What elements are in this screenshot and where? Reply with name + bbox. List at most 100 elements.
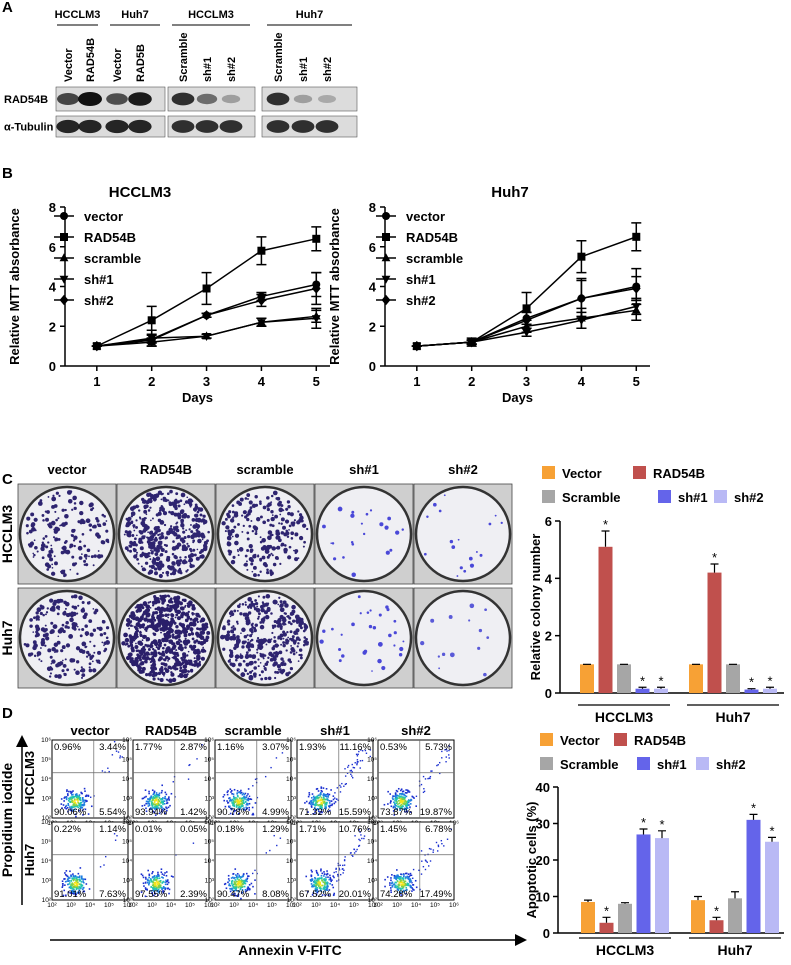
flow-event bbox=[389, 887, 392, 889]
lane-label: sh#1 bbox=[202, 57, 214, 82]
colony bbox=[231, 510, 235, 514]
colony bbox=[297, 642, 300, 645]
colony bbox=[151, 541, 156, 545]
colony bbox=[169, 489, 173, 494]
colony bbox=[393, 644, 396, 647]
colony bbox=[37, 618, 40, 621]
colony bbox=[254, 654, 256, 657]
colony bbox=[192, 524, 198, 529]
flow-event bbox=[240, 892, 243, 894]
quadrant-percent: 1.16% bbox=[217, 742, 244, 753]
flow-event bbox=[409, 806, 411, 808]
flow-event bbox=[84, 878, 87, 881]
flow-event bbox=[407, 804, 410, 806]
colony bbox=[49, 630, 54, 635]
colony bbox=[151, 613, 155, 617]
flow-event bbox=[360, 834, 362, 836]
flow-event bbox=[450, 828, 453, 830]
flow-event bbox=[144, 887, 147, 889]
colony bbox=[163, 662, 168, 667]
colony bbox=[306, 527, 309, 531]
flow-event bbox=[167, 879, 169, 881]
flow-event bbox=[429, 775, 432, 778]
colony bbox=[164, 537, 167, 540]
bar bbox=[598, 546, 613, 693]
flow-event bbox=[237, 808, 240, 811]
flow-event bbox=[160, 868, 163, 870]
flow-event bbox=[321, 884, 324, 887]
colony bbox=[159, 627, 163, 632]
flow-y-tick-label: 10³ bbox=[205, 878, 215, 885]
flow-event bbox=[403, 881, 406, 884]
flow-x-tick-label: 10⁶ bbox=[368, 902, 378, 909]
colony bbox=[193, 644, 196, 648]
flow-event bbox=[232, 872, 235, 875]
colony bbox=[165, 557, 171, 562]
colony bbox=[357, 595, 361, 599]
colony bbox=[187, 544, 190, 548]
flow-x-tick-label: 10² bbox=[292, 902, 302, 909]
colony bbox=[448, 615, 453, 619]
colony bbox=[105, 640, 110, 644]
colony bbox=[176, 609, 182, 615]
flow-event bbox=[315, 884, 317, 886]
colony bbox=[272, 490, 278, 496]
flow-event bbox=[315, 887, 317, 889]
flow-y-tick-label: 10³ bbox=[42, 878, 52, 885]
flow-event bbox=[162, 797, 164, 799]
flow-event bbox=[254, 869, 256, 872]
flow-event bbox=[323, 881, 326, 884]
colony bbox=[233, 525, 237, 529]
flow-event bbox=[314, 802, 317, 804]
colony bbox=[169, 667, 173, 670]
colony bbox=[130, 615, 135, 620]
flow-event bbox=[157, 890, 159, 893]
flow-event bbox=[232, 893, 234, 896]
flow-event bbox=[404, 802, 407, 805]
flow-event bbox=[142, 882, 145, 885]
flow-event bbox=[329, 882, 331, 885]
flow-event bbox=[80, 792, 83, 794]
colony bbox=[51, 566, 54, 569]
flow-event bbox=[85, 799, 87, 802]
flow-event bbox=[403, 889, 405, 892]
colony bbox=[259, 621, 263, 624]
colony bbox=[294, 557, 299, 562]
colony bbox=[252, 565, 257, 570]
colony bbox=[189, 562, 192, 565]
flow-event bbox=[146, 889, 149, 891]
colony bbox=[249, 606, 253, 609]
colony bbox=[139, 626, 142, 629]
flow-event bbox=[246, 807, 248, 809]
colony bbox=[236, 622, 239, 625]
colony bbox=[166, 608, 169, 612]
colony bbox=[192, 539, 196, 543]
colony bbox=[292, 652, 296, 656]
flow-event bbox=[144, 789, 147, 792]
colony bbox=[200, 554, 205, 559]
flow-event bbox=[201, 744, 203, 746]
colony bbox=[153, 632, 157, 637]
flow-event bbox=[167, 797, 170, 800]
flow-event bbox=[64, 880, 67, 883]
flow-event bbox=[323, 871, 325, 873]
colony bbox=[280, 517, 285, 522]
group-label: HCCLM3 bbox=[188, 9, 234, 21]
flow-event bbox=[242, 801, 245, 804]
flow-event bbox=[401, 887, 404, 890]
colony bbox=[188, 528, 191, 531]
flow-event bbox=[394, 804, 397, 807]
flow-event bbox=[339, 791, 342, 793]
flow-event bbox=[246, 888, 249, 891]
flow-event bbox=[70, 798, 73, 801]
flow-event bbox=[406, 804, 409, 807]
flow-event bbox=[74, 875, 76, 877]
flow-event bbox=[61, 886, 64, 889]
flow-event bbox=[82, 800, 84, 803]
colony bbox=[182, 527, 185, 530]
colony bbox=[126, 531, 130, 535]
flow-event bbox=[160, 791, 163, 794]
colony bbox=[40, 660, 43, 663]
colony bbox=[284, 612, 288, 616]
flow-event bbox=[405, 800, 407, 803]
